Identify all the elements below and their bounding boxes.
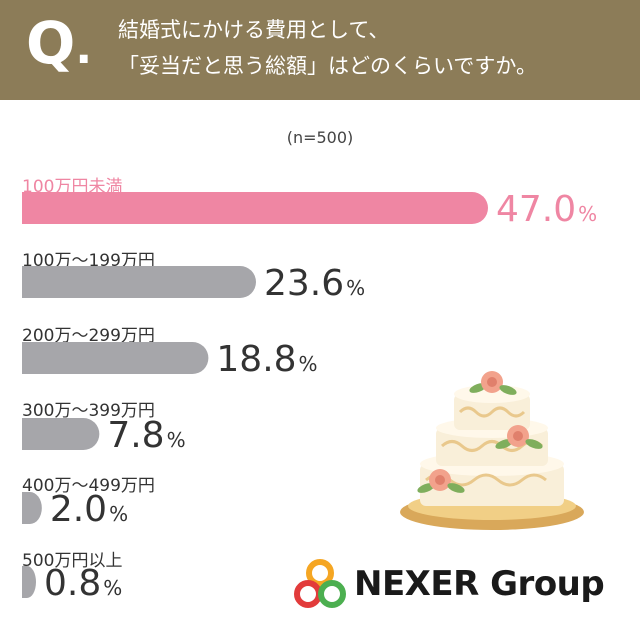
- bar: [22, 566, 36, 598]
- value-label: 47.0%: [496, 189, 597, 230]
- value-label: 0.8%: [44, 563, 122, 604]
- question-text: 結婚式にかける費用として、 「妥当だと思う総額」はどのくらいですか。: [118, 12, 628, 84]
- category-label: 200万～299万円: [22, 326, 155, 346]
- sample-size: (n=500): [286, 128, 354, 147]
- bar: [22, 492, 42, 524]
- question-header: Q. 結婚式にかける費用として、 「妥当だと思う総額」はどのくらいですか。: [0, 0, 640, 100]
- three-rings-logo-icon: [294, 559, 346, 608]
- bar: [22, 266, 256, 298]
- question-line-2: 「妥当だと思う総額」はどのくらいですか。: [118, 54, 537, 78]
- question-line-1: 結婚式にかける費用として、: [118, 18, 390, 42]
- value-label: 23.6%: [264, 263, 365, 304]
- bar: [22, 342, 209, 374]
- value-label: 7.8%: [107, 415, 185, 456]
- bar: [22, 192, 488, 224]
- value-label: 18.8%: [216, 339, 317, 380]
- q-mark: Q.: [26, 9, 93, 77]
- wedding-cake-icon: [400, 371, 584, 530]
- logo-brand-text: NEXER Group: [354, 564, 605, 604]
- category-label: 400万～499万円: [22, 476, 155, 496]
- bar: [22, 418, 100, 450]
- category-label: 500万円以上: [22, 551, 122, 571]
- category-label: 300万～399万円: [22, 401, 155, 421]
- value-label: 2.0%: [50, 489, 128, 530]
- nexer-logo: NEXER Group: [290, 556, 630, 616]
